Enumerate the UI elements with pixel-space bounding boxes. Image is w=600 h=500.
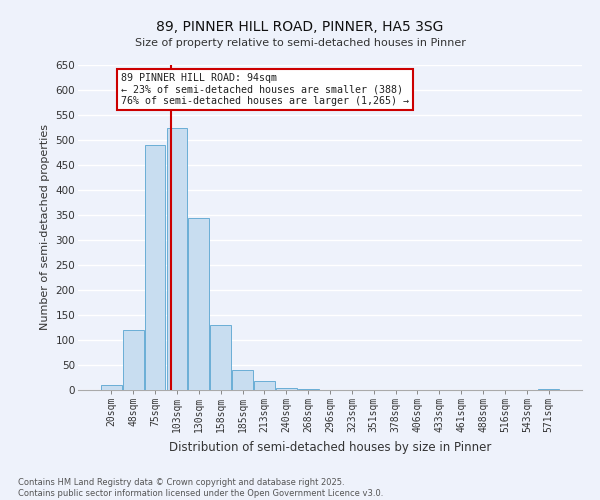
- Text: 89, PINNER HILL ROAD, PINNER, HA5 3SG: 89, PINNER HILL ROAD, PINNER, HA5 3SG: [157, 20, 443, 34]
- X-axis label: Distribution of semi-detached houses by size in Pinner: Distribution of semi-detached houses by …: [169, 440, 491, 454]
- Bar: [188, 218, 209, 390]
- Bar: [254, 381, 275, 390]
- Bar: [101, 385, 122, 390]
- Y-axis label: Number of semi-detached properties: Number of semi-detached properties: [40, 124, 50, 330]
- Bar: [298, 388, 319, 390]
- Bar: [123, 330, 143, 390]
- Bar: [145, 145, 166, 390]
- Bar: [210, 325, 231, 390]
- Text: 89 PINNER HILL ROAD: 94sqm
← 23% of semi-detached houses are smaller (388)
76% o: 89 PINNER HILL ROAD: 94sqm ← 23% of semi…: [121, 73, 409, 106]
- Text: Contains HM Land Registry data © Crown copyright and database right 2025.
Contai: Contains HM Land Registry data © Crown c…: [18, 478, 383, 498]
- Bar: [232, 370, 253, 390]
- Bar: [167, 128, 187, 390]
- Bar: [276, 388, 296, 390]
- Bar: [538, 389, 559, 390]
- Text: Size of property relative to semi-detached houses in Pinner: Size of property relative to semi-detach…: [134, 38, 466, 48]
